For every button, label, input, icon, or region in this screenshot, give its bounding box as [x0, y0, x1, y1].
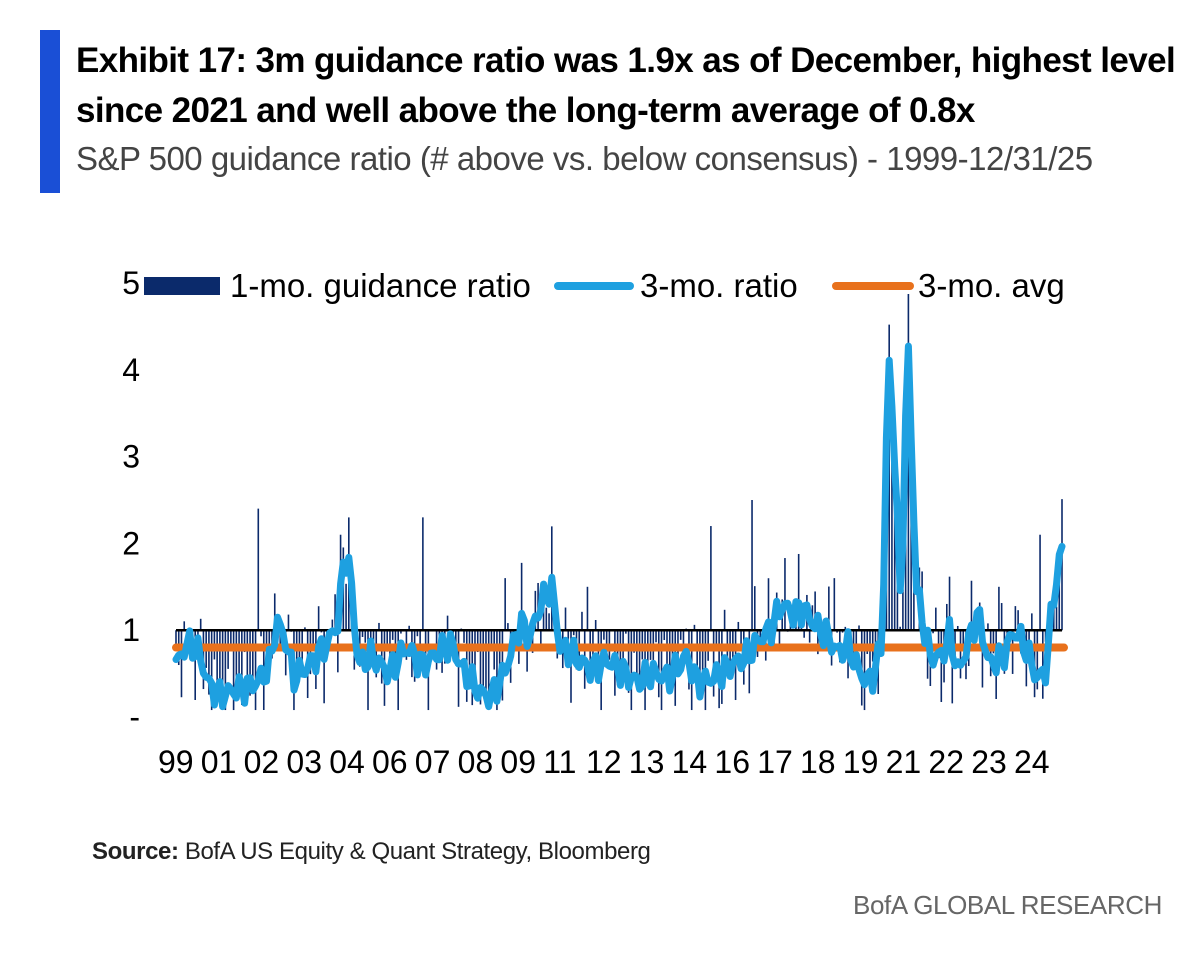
x-axis: 99 01 02 03 04 06 07 08 09 11 12 13 14 16 17 18 19 21 22 23… — [158, 744, 1050, 780]
x-tick-label: 13 — [629, 744, 665, 780]
y-tick-label: 1 — [122, 612, 140, 648]
source-text: BofA US Equity & Quant Strategy, Bloombe… — [178, 838, 651, 865]
legend-label-bars: 1-mo. guidance ratio — [230, 267, 531, 304]
x-tick-label: 07 — [415, 744, 451, 780]
x-tick-label: 99 — [158, 744, 194, 780]
chart-title: Exhibit 17: 3m guidance ratio was 1.9x a… — [76, 41, 1176, 130]
x-tick-label: 01 — [201, 744, 237, 780]
x-tick-label: 19 — [843, 744, 879, 780]
x-tick-label: 18 — [800, 744, 836, 780]
x-tick-label: 03 — [286, 744, 322, 780]
legend: 1-mo. guidance ratio 3-mo. ratio 3-mo. avg — [144, 267, 1065, 304]
x-tick-label: 08 — [458, 744, 494, 780]
source-note: Source: BofA US Equity & Quant Strategy,… — [92, 838, 651, 866]
accent-bar — [40, 30, 60, 193]
x-tick-label: 14 — [672, 744, 708, 780]
x-tick-label: 22 — [928, 744, 964, 780]
chart-subtitle: S&P 500 guidance ratio (# above vs. belo… — [76, 140, 1093, 177]
x-tick-label: 24 — [1014, 744, 1050, 780]
legend-swatch-bars — [144, 277, 220, 295]
legend-label-avg: 3-mo. avg — [918, 267, 1065, 304]
x-tick-label: 12 — [586, 744, 622, 780]
x-tick-label: 11 — [543, 744, 576, 780]
y-tick-label: 3 — [122, 439, 140, 475]
y-tick-label: 4 — [122, 352, 140, 388]
y-tick-label: 5 — [122, 265, 140, 301]
x-tick-label: 17 — [757, 744, 793, 780]
x-tick-label: 16 — [714, 744, 750, 780]
y-axis: - 1 2 3 4 5 — [122, 265, 140, 735]
source-label: Source: — [92, 838, 179, 865]
legend-label-3mo: 3-mo. ratio — [640, 267, 798, 304]
x-tick-label: 21 — [886, 744, 922, 780]
x-tick-label: 09 — [500, 744, 536, 780]
x-tick-label: 23 — [971, 744, 1007, 780]
y-tick-label: 2 — [122, 525, 140, 561]
x-tick-label: 04 — [329, 744, 365, 780]
series-3mo-ratio — [172, 342, 1066, 711]
y-tick-label: - — [129, 699, 140, 735]
x-tick-label: 02 — [244, 744, 280, 780]
brand-mark: BofA GLOBAL RESEARCH — [853, 890, 1162, 920]
x-tick-label: 06 — [372, 744, 408, 780]
